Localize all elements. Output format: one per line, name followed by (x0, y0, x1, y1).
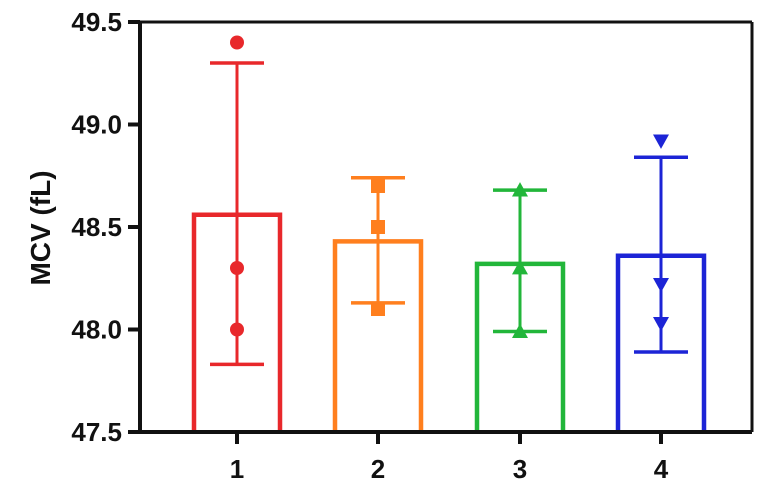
data-point-2-2 (371, 220, 385, 234)
x-tick-label: 1 (230, 454, 244, 484)
y-tick-label: 48.0 (71, 315, 122, 345)
data-point-4-2 (653, 278, 669, 293)
data-point-2-1 (371, 179, 385, 193)
data-point-3-1 (512, 182, 528, 197)
data-point-1-3 (230, 322, 244, 337)
plot-area (191, 35, 707, 432)
data-point-4-1 (653, 134, 669, 149)
data-point-3-3 (512, 323, 528, 338)
x-tick-label: 3 (513, 454, 527, 484)
y-tick-label: 49.0 (71, 110, 122, 140)
data-point-2-3 (371, 302, 385, 316)
data-point-1-2 (230, 261, 244, 275)
y-tick-label: 47.5 (71, 417, 122, 447)
y-tick-label: 48.5 (71, 212, 122, 242)
y-tick-label: 49.5 (71, 7, 122, 37)
data-point-1-1 (230, 35, 244, 50)
y-axis-label: MCV (fL) (25, 170, 56, 285)
x-tick-label: 2 (371, 454, 385, 484)
x-tick-label: 4 (654, 454, 669, 484)
axes: 47.5 48.0 48.5 49.0 49.5 1 2 3 4 (71, 7, 754, 484)
data-point-3-2 (512, 260, 528, 275)
data-point-4-3 (653, 316, 669, 332)
